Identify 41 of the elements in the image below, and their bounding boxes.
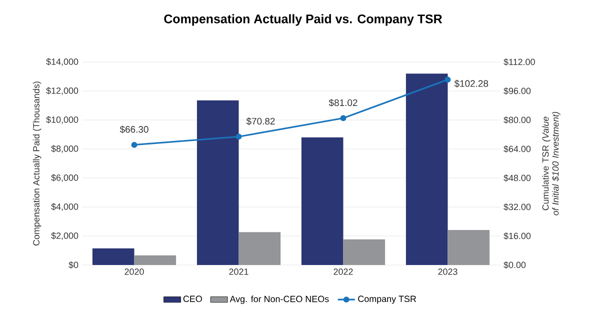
chart-title: Compensation Actually Paid vs. Company TSR bbox=[164, 14, 442, 26]
bar bbox=[448, 230, 490, 265]
data-label: $70.82 bbox=[246, 117, 275, 126]
y2-tick-label: $112.00 bbox=[504, 58, 535, 66]
y2-tick-label: $64.00 bbox=[504, 145, 531, 153]
bar bbox=[301, 137, 344, 265]
bar bbox=[134, 255, 176, 265]
y2-tick-label: $48.00 bbox=[504, 174, 531, 182]
x-tick-label: 2023 bbox=[438, 268, 458, 275]
data-label: $66.30 bbox=[120, 126, 148, 134]
y2-tick-label: $80.00 bbox=[504, 116, 531, 124]
data-label: $102.28 bbox=[454, 80, 488, 88]
bar bbox=[343, 239, 386, 265]
y2-tick-label: $16.00 bbox=[504, 232, 531, 240]
y-tick-label: $6,000 bbox=[51, 174, 78, 182]
bar bbox=[238, 232, 281, 265]
bar bbox=[406, 74, 448, 265]
y2-tick-label: $0.00 bbox=[504, 261, 526, 269]
y-tick-label: $8,000 bbox=[51, 145, 78, 153]
x-tick-label: 2021 bbox=[229, 268, 248, 275]
point bbox=[236, 134, 242, 140]
x-tick-label: 2022 bbox=[334, 268, 353, 275]
y-tick-label: $4,000 bbox=[51, 203, 78, 211]
y-tick-label: $12,000 bbox=[46, 87, 78, 95]
y-axis-title: Compensation Actually Paid (Thousands) bbox=[32, 82, 42, 246]
point bbox=[444, 76, 451, 83]
bar bbox=[92, 248, 134, 265]
bar bbox=[196, 100, 239, 265]
legend-label: Company TSR bbox=[358, 296, 416, 304]
y2-tick-label: $96.00 bbox=[504, 87, 531, 95]
y2-tick-label: $32.00 bbox=[504, 203, 531, 211]
legend-label: Avg. for Non-CEO NEOs bbox=[230, 296, 329, 304]
data-label: $81.02 bbox=[328, 98, 358, 107]
point bbox=[340, 115, 346, 122]
y-tick-label: $0 bbox=[68, 261, 78, 269]
point bbox=[131, 142, 138, 148]
y-tick-label: $2,000 bbox=[51, 232, 78, 240]
y-tick-label: $14,000 bbox=[46, 58, 78, 66]
x-tick-label: 2020 bbox=[124, 268, 144, 275]
y-tick-label: $10,000 bbox=[46, 116, 78, 124]
legend-label: CEO bbox=[183, 296, 202, 302]
